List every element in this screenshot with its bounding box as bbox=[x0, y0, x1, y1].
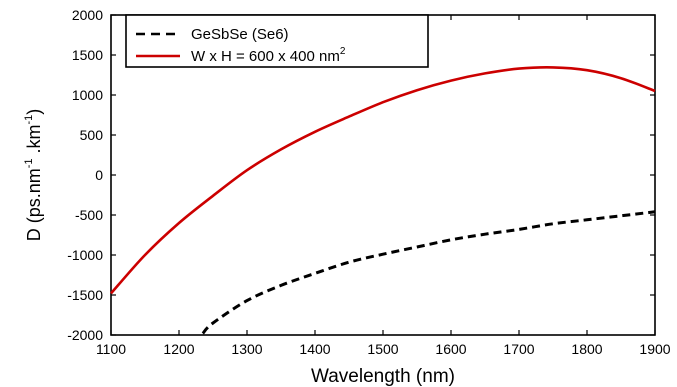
x-axis-ticks: 1100 1200 1300 1400 1500 1600 1700 1800 1900 bbox=[96, 15, 671, 357]
x-tick-label-1300: 1300 bbox=[231, 341, 262, 357]
x-tick-label-1100: 1100 bbox=[96, 341, 126, 357]
y-tick-label--2000: -2000 bbox=[67, 327, 103, 343]
x-tick-label-1900: 1900 bbox=[639, 341, 670, 357]
y-axis-title-sup1: -1 bbox=[23, 158, 35, 168]
y-tick-label--1000: -1000 bbox=[67, 247, 103, 263]
legend-label-waveguide-main: W x H = 600 x 400 nm bbox=[191, 48, 340, 65]
y-axis-title-end: ) bbox=[24, 109, 44, 115]
y-tick-label-1000: 1000 bbox=[72, 87, 103, 103]
y-axis-ticks: -2000 -1500 -1000 -500 0 500 1000 1500 2000 bbox=[67, 7, 655, 343]
legend: GeSbSe (Se6) W x H = 600 x 400 nm2 bbox=[125, 14, 429, 68]
x-tick-label-1500: 1500 bbox=[367, 341, 398, 357]
x-tick-label-1600: 1600 bbox=[435, 341, 466, 357]
y-axis-title-mid: .km bbox=[24, 124, 44, 158]
y-tick-label-0: 0 bbox=[95, 167, 103, 183]
y-axis-title-main: D (ps.nm bbox=[24, 168, 44, 241]
legend-label-gesbse: GeSbSe (Se6) bbox=[191, 26, 289, 43]
x-tick-label-1200: 1200 bbox=[163, 341, 194, 357]
y-tick-label--1500: -1500 bbox=[67, 287, 103, 303]
legend-label-waveguide-sup: 2 bbox=[340, 46, 346, 57]
x-tick-label-1400: 1400 bbox=[299, 341, 330, 357]
y-tick-label-1500: 1500 bbox=[72, 47, 103, 63]
series-line-waveguide bbox=[110, 66, 656, 295]
legend-box bbox=[125, 14, 429, 68]
y-tick-label--500: -500 bbox=[75, 207, 103, 223]
legend-label-waveguide: W x H = 600 x 400 nm2 bbox=[191, 46, 346, 65]
series-line-gesbse bbox=[201, 210, 656, 335]
x-tick-label-1700: 1700 bbox=[503, 341, 534, 357]
x-axis-title: Wavelength (nm) bbox=[311, 366, 455, 387]
series-layer bbox=[110, 66, 656, 335]
x-tick-label-1800: 1800 bbox=[571, 341, 602, 357]
y-axis-title-sup2: -1 bbox=[23, 115, 35, 125]
y-tick-label-2000: 2000 bbox=[72, 7, 103, 23]
y-tick-label-500: 500 bbox=[80, 127, 104, 143]
y-axis-title: D (ps.nm-1 .km-1) bbox=[23, 109, 44, 242]
